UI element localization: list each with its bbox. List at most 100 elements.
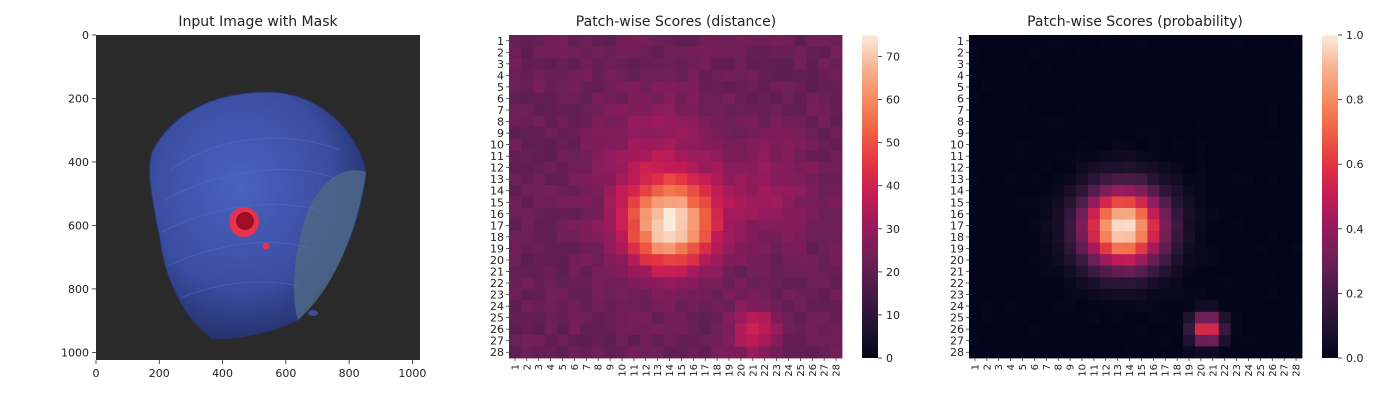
- heatmap-cell: [1242, 265, 1255, 278]
- heatmap-cell: [663, 231, 676, 244]
- heatmap-cell: [568, 92, 581, 105]
- heatmap-cell: [1171, 46, 1184, 59]
- heatmap-cell: [651, 242, 664, 255]
- heatmap-cell: [1135, 311, 1148, 324]
- heatmap-cell: [980, 173, 994, 186]
- heatmap-cell: [980, 138, 994, 151]
- heatmap-cell: [1147, 265, 1160, 278]
- heatmap-cell: [1230, 311, 1243, 324]
- heatmap-cell: [1099, 196, 1113, 209]
- heatmap-cell: [1159, 150, 1172, 163]
- heatmap-cell: [980, 242, 994, 255]
- heatmap-cell: [1099, 242, 1113, 255]
- heatmap-cell: [616, 127, 629, 140]
- heatmap-cell: [1230, 231, 1243, 244]
- heatmap-cell: [782, 46, 795, 59]
- y-tick-label: 24: [950, 300, 964, 313]
- heatmap-cell: [1266, 346, 1279, 359]
- heatmap-cell: [1004, 277, 1017, 290]
- heatmap-cell: [592, 138, 605, 151]
- heatmap-cell: [604, 334, 617, 347]
- heatmap-cell: [604, 173, 617, 186]
- heatmap-cell: [556, 277, 569, 290]
- heatmap-cell: [1147, 81, 1160, 94]
- heatmap-cell: [627, 92, 641, 105]
- heatmap-cell: [592, 219, 605, 232]
- heatmap-cell: [1064, 277, 1077, 290]
- heatmap-cell: [723, 265, 736, 278]
- heatmap-cell: [604, 104, 617, 117]
- heatmap-cell: [818, 196, 831, 209]
- heatmap-cell: [592, 196, 605, 209]
- heatmap-cell: [1016, 69, 1029, 82]
- heatmap-cell: [699, 138, 712, 151]
- heatmap-cell: [1159, 346, 1172, 359]
- heatmap-cell: [711, 254, 724, 267]
- heatmap-cell: [758, 46, 772, 59]
- heatmap-cell: [509, 138, 522, 151]
- heatmap-cell: [1064, 184, 1077, 197]
- x-tick-label: 23: [1232, 364, 1243, 377]
- heatmap-cell: [1206, 184, 1220, 197]
- heatmap-cell: [1099, 138, 1113, 151]
- heatmap-cell: [723, 242, 736, 255]
- heatmap-cell: [1206, 35, 1220, 47]
- heatmap-cell: [1064, 92, 1077, 105]
- heatmap-cell: [1183, 265, 1196, 278]
- colorbar-tick-label: 20: [886, 266, 900, 279]
- heatmap-cell: [616, 231, 629, 244]
- heatmap-cell: [1052, 184, 1065, 197]
- y-tick-label: 24: [490, 300, 504, 313]
- heatmap-cell: [969, 92, 982, 105]
- heatmap-cell: [616, 219, 629, 232]
- heatmap-cell: [520, 127, 534, 140]
- heatmap-cell: [616, 196, 629, 209]
- heatmap-cell: [509, 161, 522, 174]
- heatmap-cell: [1111, 92, 1124, 105]
- heatmap-cell: [544, 127, 557, 140]
- heatmap-cell: [969, 150, 982, 163]
- heatmap-cell: [1135, 184, 1148, 197]
- heatmap-cell: [556, 161, 569, 174]
- heatmap-cell: [1064, 300, 1077, 313]
- y-tick-label: 17: [490, 219, 504, 232]
- heatmap-cell: [1123, 127, 1136, 140]
- heatmap-cell: [580, 150, 593, 163]
- heatmap-cell: [1254, 219, 1267, 232]
- heatmap-cell: [544, 323, 557, 336]
- heatmap-cell: [1123, 35, 1136, 47]
- heatmap-cell: [818, 346, 831, 359]
- heatmap-cell: [794, 161, 807, 174]
- heatmap-cell: [663, 69, 676, 82]
- heatmap-cell: [520, 277, 534, 290]
- heatmap-cell: [1016, 323, 1029, 336]
- heatmap-cell: [675, 58, 688, 71]
- heatmap-cell: [568, 346, 581, 359]
- heatmap-cell: [818, 219, 831, 232]
- x-tick-label: 25: [796, 364, 807, 377]
- heatmap-cell: [699, 58, 712, 71]
- heatmap-cell: [1028, 115, 1041, 128]
- heatmap-cell: [830, 300, 843, 313]
- heatmap-cell: [1266, 150, 1279, 163]
- panel-heatmap-distance: Patch-wise Scores (distance) 12345678910…: [490, 14, 900, 377]
- heatmap-cell: [592, 277, 605, 290]
- heatmap-cell: [1278, 219, 1291, 232]
- heatmap-cell: [1064, 161, 1077, 174]
- heatmap-cell: [592, 58, 605, 71]
- heatmap-cell: [1052, 231, 1065, 244]
- heatmap-cell: [734, 231, 748, 244]
- heatmap-cell: [604, 127, 617, 140]
- heatmap-cell: [1206, 104, 1220, 117]
- heatmap-cell: [616, 161, 629, 174]
- heatmap-cell: [1194, 277, 1208, 290]
- heatmap-distance-cells: [509, 35, 843, 359]
- y-tick-label: 20: [490, 254, 504, 267]
- heatmap-cell: [1194, 35, 1208, 47]
- heatmap-cell: [520, 288, 534, 301]
- heatmap-cell: [1016, 277, 1029, 290]
- heatmap-cell: [663, 35, 676, 47]
- heatmap-cell: [980, 115, 994, 128]
- heatmap-cell: [1135, 231, 1148, 244]
- heatmap-cell: [1076, 288, 1089, 301]
